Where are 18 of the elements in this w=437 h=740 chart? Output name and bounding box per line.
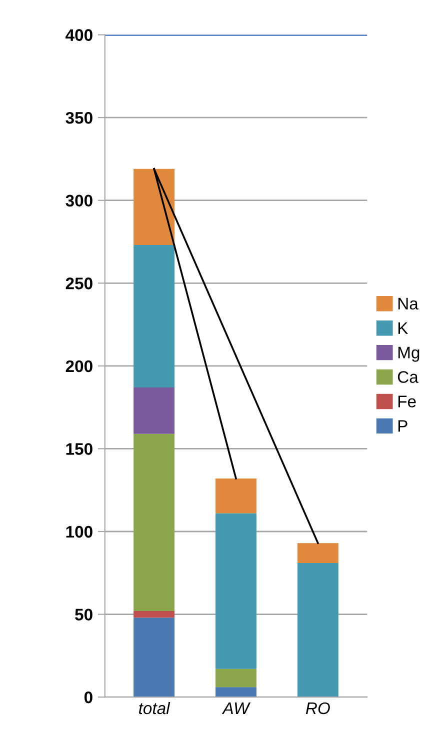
y-tick-label: 400 [66, 29, 92, 41]
y-tick-label: 200 [66, 360, 92, 372]
legend-label: Mg [398, 346, 420, 362]
legend-label: Ca [398, 371, 418, 383]
x-tick-label: total [139, 702, 170, 714]
legend-label: Fe [398, 396, 416, 408]
legend-label: P [398, 420, 408, 432]
y-tick-label: 50 [75, 608, 92, 620]
y-tick-label: 100 [66, 526, 92, 538]
y-tick-label: 250 [66, 278, 92, 290]
x-tick-label: RO [306, 702, 330, 714]
legend-label: K [398, 322, 408, 334]
y-tick-label: 150 [66, 443, 92, 455]
x-tick-label: AW [222, 702, 251, 714]
y-tick-label: 300 [66, 194, 92, 207]
y-tick-label: 0 [84, 691, 92, 704]
legend-label: Na [398, 298, 418, 310]
y-tick-label: 350 [66, 112, 92, 124]
